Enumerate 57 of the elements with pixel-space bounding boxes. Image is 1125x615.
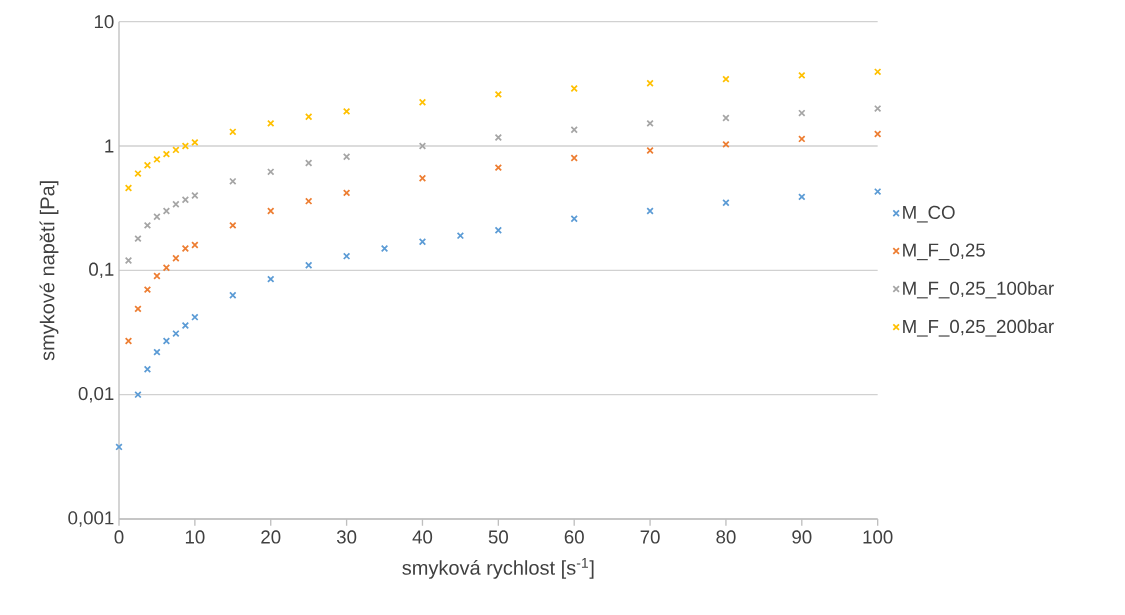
point (229, 128, 237, 136)
x-tick-label: 0 (114, 530, 124, 544)
y-axis-title: smykové napětí [Pa] (39, 181, 59, 361)
x-tick-label: 100 (863, 530, 893, 544)
point (494, 226, 503, 234)
point (172, 254, 180, 262)
point (229, 221, 237, 230)
point (134, 305, 142, 313)
point (115, 443, 123, 451)
point (191, 138, 199, 147)
point (267, 275, 275, 283)
point (181, 244, 190, 253)
y-tick-label: 0,1 (89, 262, 114, 279)
x-tick-label: 60 (564, 530, 584, 544)
point (229, 291, 237, 299)
point (304, 113, 313, 121)
y-tick-label: 0,01 (78, 386, 114, 403)
point (191, 241, 199, 249)
x-tick-label: 90 (792, 530, 812, 544)
point (143, 221, 152, 230)
x-axis-title: smyková rychlost [s$^{-1}$] (402, 558, 594, 579)
point (646, 207, 654, 215)
point (722, 114, 730, 122)
point (570, 126, 578, 134)
y-tick-label: 0,001 (68, 511, 114, 527)
x-tick-label: 30 (336, 530, 357, 544)
x-tick-label: 80 (716, 530, 736, 544)
point (153, 272, 161, 280)
point (143, 285, 152, 294)
point (798, 193, 806, 201)
point (267, 168, 275, 176)
point (570, 215, 578, 223)
x-tick-label: 50 (488, 530, 508, 544)
point (304, 261, 313, 269)
point (380, 244, 389, 253)
point (181, 321, 190, 330)
x-tick-label: 20 (261, 530, 281, 544)
legend-label: M_F_0,25_200bar (903, 319, 1054, 337)
point (172, 146, 180, 154)
point (304, 197, 313, 205)
point (873, 68, 882, 76)
point (722, 75, 730, 83)
point (418, 237, 427, 246)
y-tick-label: 1 (105, 139, 114, 153)
x-tick-label: 70 (640, 530, 660, 544)
point (229, 177, 237, 186)
legend-label: M_F_0,25_100bar (903, 281, 1054, 299)
x-tick-label: 10 (185, 530, 205, 544)
x-tick-label: 40 (412, 530, 433, 544)
point (124, 256, 133, 265)
point (494, 133, 503, 142)
point (172, 200, 180, 208)
legend-label: M_F_0,25 (903, 243, 985, 261)
legend-label: M_CO (903, 205, 955, 223)
point (798, 71, 806, 80)
point (153, 348, 161, 356)
y-tick-label: 10 (94, 15, 114, 29)
